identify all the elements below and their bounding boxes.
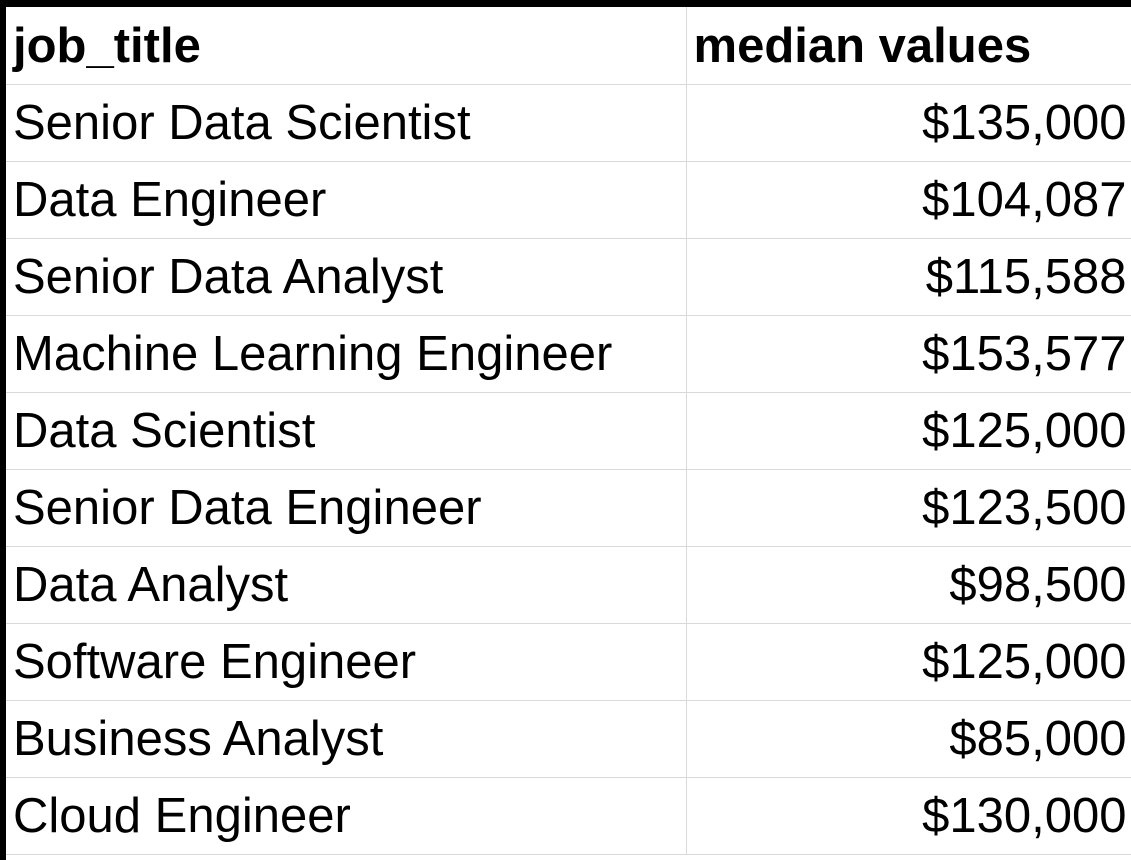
- left-border-line: [0, 0, 6, 860]
- cell-job-title[interactable]: Machine Learning Engineer: [6, 315, 687, 393]
- cell-median-value[interactable]: $98,500: [686, 546, 1131, 624]
- cell-job-title[interactable]: Cloud Engineer: [6, 777, 687, 855]
- cell-median-value[interactable]: $125,000: [686, 623, 1131, 701]
- table-row: Software Engineer $125,000: [6, 623, 1131, 701]
- cell-job-title[interactable]: Software Engineer: [6, 623, 687, 701]
- cell-median-value[interactable]: $104,087: [686, 161, 1131, 239]
- table-row: Data Scientist $125,000: [6, 392, 1131, 470]
- cell-median-value[interactable]: $135,000: [686, 84, 1131, 162]
- cell-job-title[interactable]: Senior Data Analyst: [6, 238, 687, 316]
- data-table: job_title median values Senior Data Scie…: [6, 7, 1131, 855]
- header-cell-median-values[interactable]: median values: [686, 7, 1131, 85]
- cell-job-title[interactable]: Senior Data Scientist: [6, 84, 687, 162]
- table-row: Senior Data Scientist $135,000: [6, 84, 1131, 162]
- cell-job-title[interactable]: Senior Data Engineer: [6, 469, 687, 547]
- cell-median-value[interactable]: $123,500: [686, 469, 1131, 547]
- table-row: Senior Data Analyst $115,588: [6, 238, 1131, 316]
- cell-job-title[interactable]: Data Scientist: [6, 392, 687, 470]
- cell-median-value[interactable]: $125,000: [686, 392, 1131, 470]
- table-row: Business Analyst $85,000: [6, 700, 1131, 778]
- cell-job-title[interactable]: Data Engineer: [6, 161, 687, 239]
- cell-median-value[interactable]: $153,577: [686, 315, 1131, 393]
- top-border-line: [0, 0, 1131, 7]
- table-row: Data Engineer $104,087: [6, 161, 1131, 239]
- cell-median-value[interactable]: $85,000: [686, 700, 1131, 778]
- cell-median-value[interactable]: $115,588: [686, 238, 1131, 316]
- cell-job-title[interactable]: Data Analyst: [6, 546, 687, 624]
- table-row: Cloud Engineer $130,000: [6, 777, 1131, 855]
- cell-median-value[interactable]: $130,000: [686, 777, 1131, 855]
- cell-job-title[interactable]: Business Analyst: [6, 700, 687, 778]
- table-row: Senior Data Engineer $123,500: [6, 469, 1131, 547]
- table-row: Machine Learning Engineer $153,577: [6, 315, 1131, 393]
- header-row: job_title median values: [6, 7, 1131, 85]
- header-cell-job-title[interactable]: job_title: [6, 7, 687, 85]
- table-row: Data Analyst $98,500: [6, 546, 1131, 624]
